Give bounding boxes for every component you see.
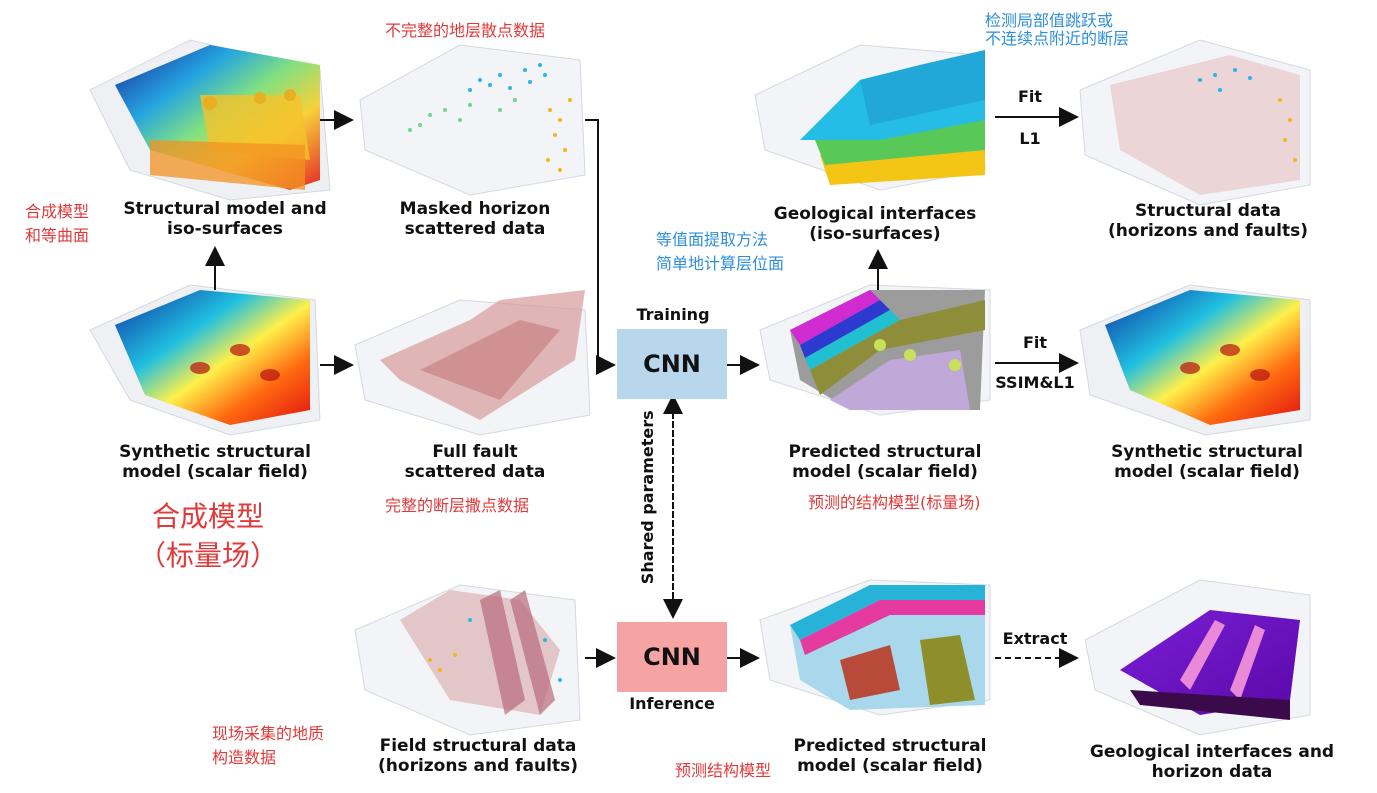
cn-synthetic-big: 合成模型 （标量场） [138,500,279,573]
cn-incomplete-horizon: 不完整的地层散点数据 [385,21,546,40]
cn-field-data: 现场采集的地质 构造数据 [212,724,325,767]
thumb-geo-interfaces-bottom [1084,579,1311,736]
arrows [205,107,1079,668]
shared-parameters-label: Shared parameters [637,410,657,585]
thumb-geo-interfaces-top [754,44,986,191]
caption-geo-interfaces-bottom: Geological interfaces and horizon data [1089,742,1335,782]
thumb-synthetic-left [89,284,321,436]
fit-top-label: Fit [1017,87,1043,106]
thumb-predicted-bottom [759,579,991,716]
cn-synthetic-isosurface: 合成模型 和等曲面 [25,202,90,245]
l1-label: L1 [1019,129,1041,148]
cnn-training-box: CNN [617,329,727,399]
caption-field-data: Field structural data (horizons and faul… [378,736,578,776]
cn-predicted: 预测的结构模型(标量场) [808,493,981,512]
thumb-predicted-mid [759,284,991,416]
caption-geo-interfaces-top: Geological interfaces (iso-surfaces) [773,204,977,244]
caption-synthetic-right: Synthetic structural model (scalar field… [1111,442,1303,482]
caption-structural-data: Structural data (horizons and faults) [1108,201,1308,241]
caption-masked-horizon: Masked horizon scattered data [399,199,551,239]
caption-full-fault: Full fault scattered data [404,442,546,482]
thumb-masked-horizon [359,44,586,196]
inference-label: Inference [629,694,715,713]
thumb-structural-data [1079,39,1311,206]
cn-isosurface-method: 等值面提取方法 简单地计算层位面 [656,230,785,273]
caption-structural-model: Structural model and iso-surfaces [123,199,327,239]
cnn-inference-box: CNN [617,622,727,692]
thumb-synthetic-right [1079,284,1311,436]
cn-complete-fault: 完整的断层撒点数据 [385,496,530,515]
cn-predicted-bottom: 预测结构模型 [675,761,772,780]
thumb-structural-model [89,39,331,201]
caption-predicted-mid: Predicted structural model (scalar field… [788,442,982,482]
caption-predicted-bottom: Predicted structural model (scalar field… [793,736,987,776]
fit-mid-label: Fit [1022,333,1048,352]
caption-synthetic-left: Synthetic structural model (scalar field… [119,442,311,482]
cn-detect-faults: 检测局部值跳跃或 不连续点附近的断层 [985,11,1130,49]
thumb-full-fault [354,290,591,436]
extract-label: Extract [1002,629,1068,648]
ssim-l1-label: SSIM&L1 [995,373,1075,392]
training-label: Training [636,305,710,324]
thumb-field-data [354,584,581,736]
